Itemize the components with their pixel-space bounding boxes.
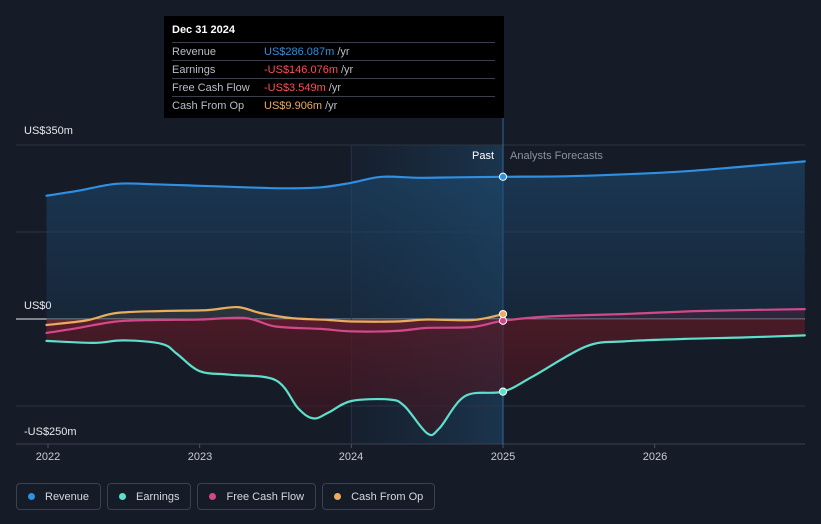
y-tick-label-zero: US$0 [24,300,52,312]
tooltip-row-name: Earnings [172,63,216,76]
tooltip-row-revenue: Revenue US$286.087m /yr [172,42,495,60]
chart-tooltip: Dec 31 2024 Revenue US$286.087m /yr Earn… [164,16,504,118]
legend-label: Free Cash Flow [226,490,305,503]
earnings-line [45,334,806,437]
legend-item-cash-from-op[interactable]: Cash From Op [322,483,436,510]
x-tick-label-2022: 2022 [35,451,61,463]
tooltip-row-cash-from-op: Cash From Op US$9.906m /yr [172,96,495,114]
earnings-marker [498,387,508,396]
tooltip-row-value: -US$146.076m [264,63,338,76]
tooltip-row-value: US$286.087m [264,45,335,58]
legend-item-free-cash-flow[interactable]: Free Cash Flow [197,483,317,510]
cash-from-op-marker [498,309,508,319]
past-region-label: Past [471,150,494,162]
earnings-area [46,319,805,436]
tooltip-row-name: Free Cash Flow [172,81,250,94]
tooltip-row-value: US$9.906m [264,99,323,112]
tooltip-row-unit: /yr [337,45,350,58]
legend-item-revenue[interactable]: Revenue [16,483,102,510]
y-tick-label-top: US$350m [24,125,73,137]
free-cash-flow-line [45,308,806,334]
tooltip-row-name: Revenue [172,45,217,58]
y-tick-label-bottom: -US$250m [24,426,77,438]
legend-label: Cash From Op [351,490,424,503]
tooltip-row-free-cash-flow: Free Cash Flow -US$3.549m /yr [172,78,495,96]
revenue-area [46,161,805,319]
x-tick-label-2023: 2023 [187,451,213,463]
tooltip-date: Dec 31 2024 [172,24,235,36]
tooltip-row-unit: /yr [341,63,354,76]
x-tick-label-2024: 2024 [338,451,364,463]
revenue-marker [498,172,508,181]
tooltip-row-unit: /yr [328,81,341,94]
free-cash-flow-marker [498,316,508,325]
x-tick-label-2025: 2025 [490,451,516,463]
tooltip-row-earnings: Earnings -US$146.076m /yr [172,60,495,78]
legend-dot-icon [334,493,342,500]
legend-dot-icon [209,493,217,500]
legend-item-earnings[interactable]: Earnings [107,483,192,510]
tooltip-row-name: Cash From Op [172,99,245,112]
forecast-region-label: Analysts Forecasts [510,150,603,162]
revenue-line [45,160,806,197]
tooltip-row-value: -US$3.549m [264,81,326,94]
x-tick-label-2026: 2026 [642,451,668,463]
cash-from-op-line [45,305,505,327]
legend-dot-icon [28,493,35,500]
legend-dot-icon [119,493,127,500]
legend-label: Earnings [136,490,180,503]
chart-legend: Revenue Earnings Free Cash Flow Cash Fro… [16,483,436,510]
legend-label: Revenue [45,490,90,503]
tooltip-row-unit: /yr [325,99,338,112]
